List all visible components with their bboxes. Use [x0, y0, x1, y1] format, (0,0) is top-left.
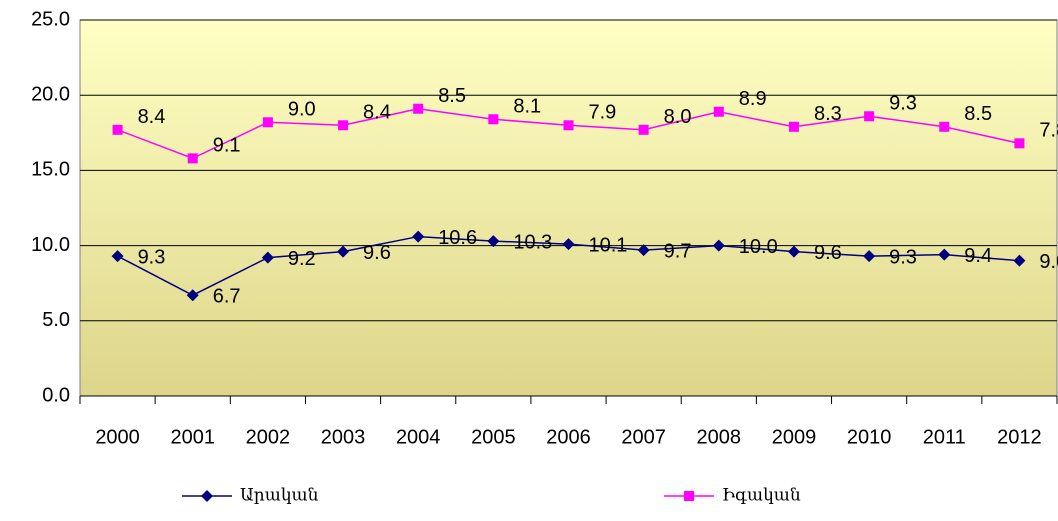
data-label: 9.7 — [664, 240, 692, 262]
marker — [863, 250, 876, 263]
x-tick-label: 2003 — [321, 426, 366, 448]
marker — [338, 120, 349, 131]
data-label: 9.3 — [889, 93, 917, 115]
marker — [562, 238, 575, 251]
x-tick-label: 2005 — [471, 426, 516, 448]
y-tick-label: 20.0 — [31, 83, 70, 105]
data-label: 8.5 — [964, 103, 992, 125]
data-label: 9.4 — [964, 245, 992, 267]
marker — [563, 120, 574, 131]
data-label: 9.3 — [889, 246, 917, 268]
legend-marker — [684, 491, 694, 501]
marker — [939, 121, 950, 132]
legend-label: Արական — [240, 486, 319, 506]
data-label: 10.1 — [589, 234, 628, 256]
y-tick-label: 10.0 — [31, 234, 70, 256]
marker — [712, 239, 725, 252]
x-tick-label: 2002 — [246, 426, 291, 448]
marker — [938, 248, 951, 261]
x-tick-label: 2010 — [847, 426, 892, 448]
x-tick-label: 2004 — [396, 426, 441, 448]
marker — [261, 251, 274, 264]
plot-area — [79, 19, 1058, 397]
marker — [337, 245, 350, 258]
data-label: 9.6 — [814, 242, 842, 264]
data-label: 6.7 — [213, 286, 241, 308]
data-label: 9.0 — [1039, 251, 1058, 273]
marker — [637, 244, 650, 257]
marker — [487, 235, 500, 248]
marker — [262, 117, 273, 128]
data-label: 9.3 — [138, 246, 166, 268]
legend-marker — [201, 490, 213, 502]
y-tick-label: 5.0 — [42, 309, 70, 331]
x-tick-label: 2007 — [621, 426, 666, 448]
marker — [488, 114, 499, 125]
marker — [112, 124, 123, 135]
data-label: 9.1 — [213, 135, 241, 157]
marker — [412, 230, 425, 243]
y-tick-label: 0.0 — [42, 384, 70, 406]
marker — [187, 153, 198, 164]
data-label: 10.3 — [513, 231, 552, 253]
marker — [186, 289, 199, 302]
x-tick-label: 2001 — [170, 426, 215, 448]
marker — [111, 250, 124, 263]
data-label: 8.0 — [664, 106, 692, 128]
marker — [713, 106, 724, 117]
marker — [413, 103, 424, 114]
data-label: 7.8 — [1039, 120, 1058, 142]
data-label: 10.0 — [739, 236, 778, 258]
data-label: 9.6 — [363, 242, 391, 264]
marker — [787, 245, 800, 258]
data-label: 8.1 — [513, 96, 541, 118]
marker — [788, 121, 799, 132]
y-tick-label: 25.0 — [31, 8, 70, 30]
data-label: 9.2 — [288, 248, 316, 270]
data-label: 8.4 — [138, 106, 166, 128]
x-tick-label: 2006 — [546, 426, 591, 448]
marker — [864, 111, 875, 122]
data-label: 7.9 — [589, 102, 617, 124]
x-tick-label: 2012 — [997, 426, 1042, 448]
marker — [638, 124, 649, 135]
data-label: 10.6 — [438, 227, 477, 249]
marker — [1014, 138, 1025, 149]
data-label: 8.3 — [814, 103, 842, 125]
x-tick-label: 2000 — [95, 426, 140, 448]
data-label: 9.0 — [288, 99, 316, 121]
data-label: 8.5 — [438, 85, 466, 107]
x-tick-label: 2009 — [772, 426, 817, 448]
marker — [1013, 254, 1026, 267]
legend-label: Իգական — [722, 486, 801, 506]
data-label: 8.4 — [363, 102, 391, 124]
x-tick-label: 2008 — [697, 426, 742, 448]
x-tick-label: 2011 — [923, 426, 966, 448]
data-label: 8.9 — [739, 88, 767, 110]
y-tick-label: 15.0 — [31, 159, 70, 181]
